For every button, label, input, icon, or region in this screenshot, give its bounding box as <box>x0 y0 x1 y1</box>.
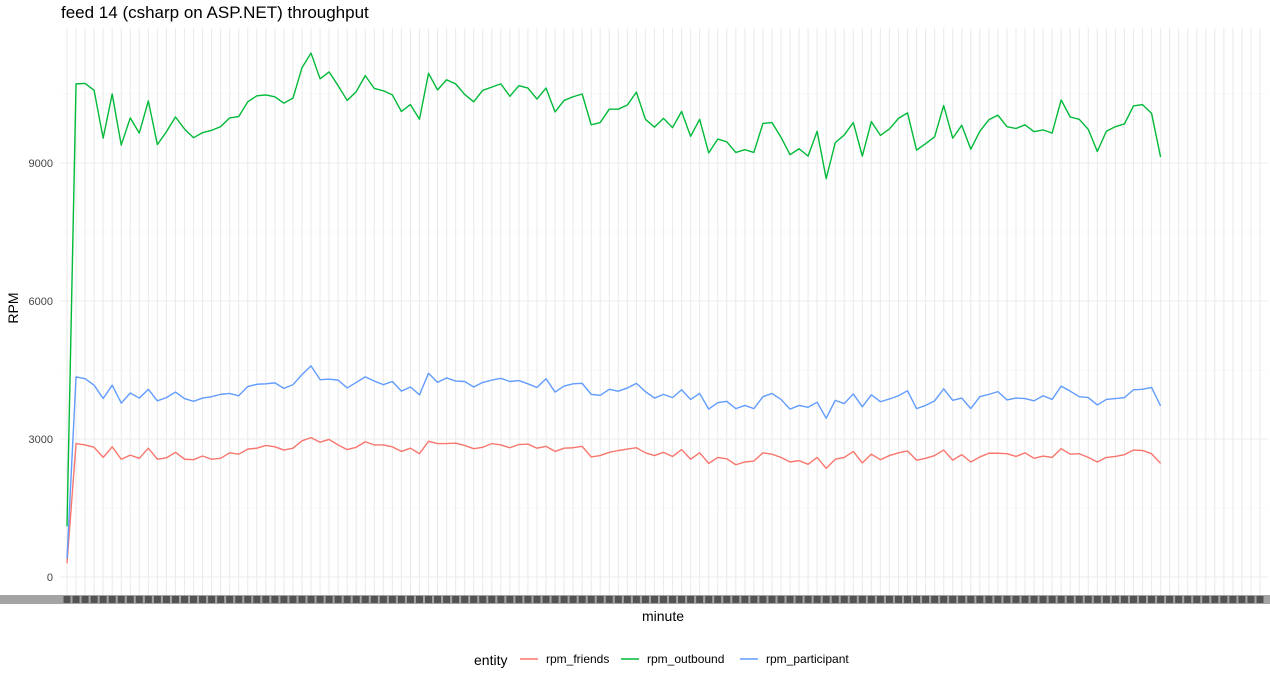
series-line-rpm_outbound <box>66 52 1162 527</box>
plot-grid <box>60 28 1268 598</box>
series-line-rpm_friends <box>66 436 1162 564</box>
y-tick-label: 0 <box>47 572 53 584</box>
y-axis-ticks: 0 3000 6000 9000 <box>29 158 53 584</box>
legend-title: entity <box>474 652 507 668</box>
y-tick-label: 3000 <box>29 434 53 446</box>
y-tick-label: 9000 <box>29 158 53 170</box>
x-axis-label: minute <box>642 608 684 624</box>
y-axis-label: RPM <box>5 292 21 323</box>
chart-title: feed 14 (csharp on ASP.NET) throughput <box>61 3 369 22</box>
legend-label-rpm_participant: rpm_participant <box>766 652 849 666</box>
legend-label-rpm_friends: rpm_friends <box>546 652 609 666</box>
y-tick-label: 6000 <box>29 296 53 308</box>
series-lines <box>66 52 1162 564</box>
x-axis-ticks <box>0 595 1270 604</box>
x-tick-label-band <box>0 595 1270 604</box>
legend-label-rpm_outbound: rpm_outbound <box>647 652 724 666</box>
series-line-rpm_participant <box>66 365 1162 559</box>
legend: entity rpm_friends rpm_outbound rpm_partic… <box>474 652 849 668</box>
